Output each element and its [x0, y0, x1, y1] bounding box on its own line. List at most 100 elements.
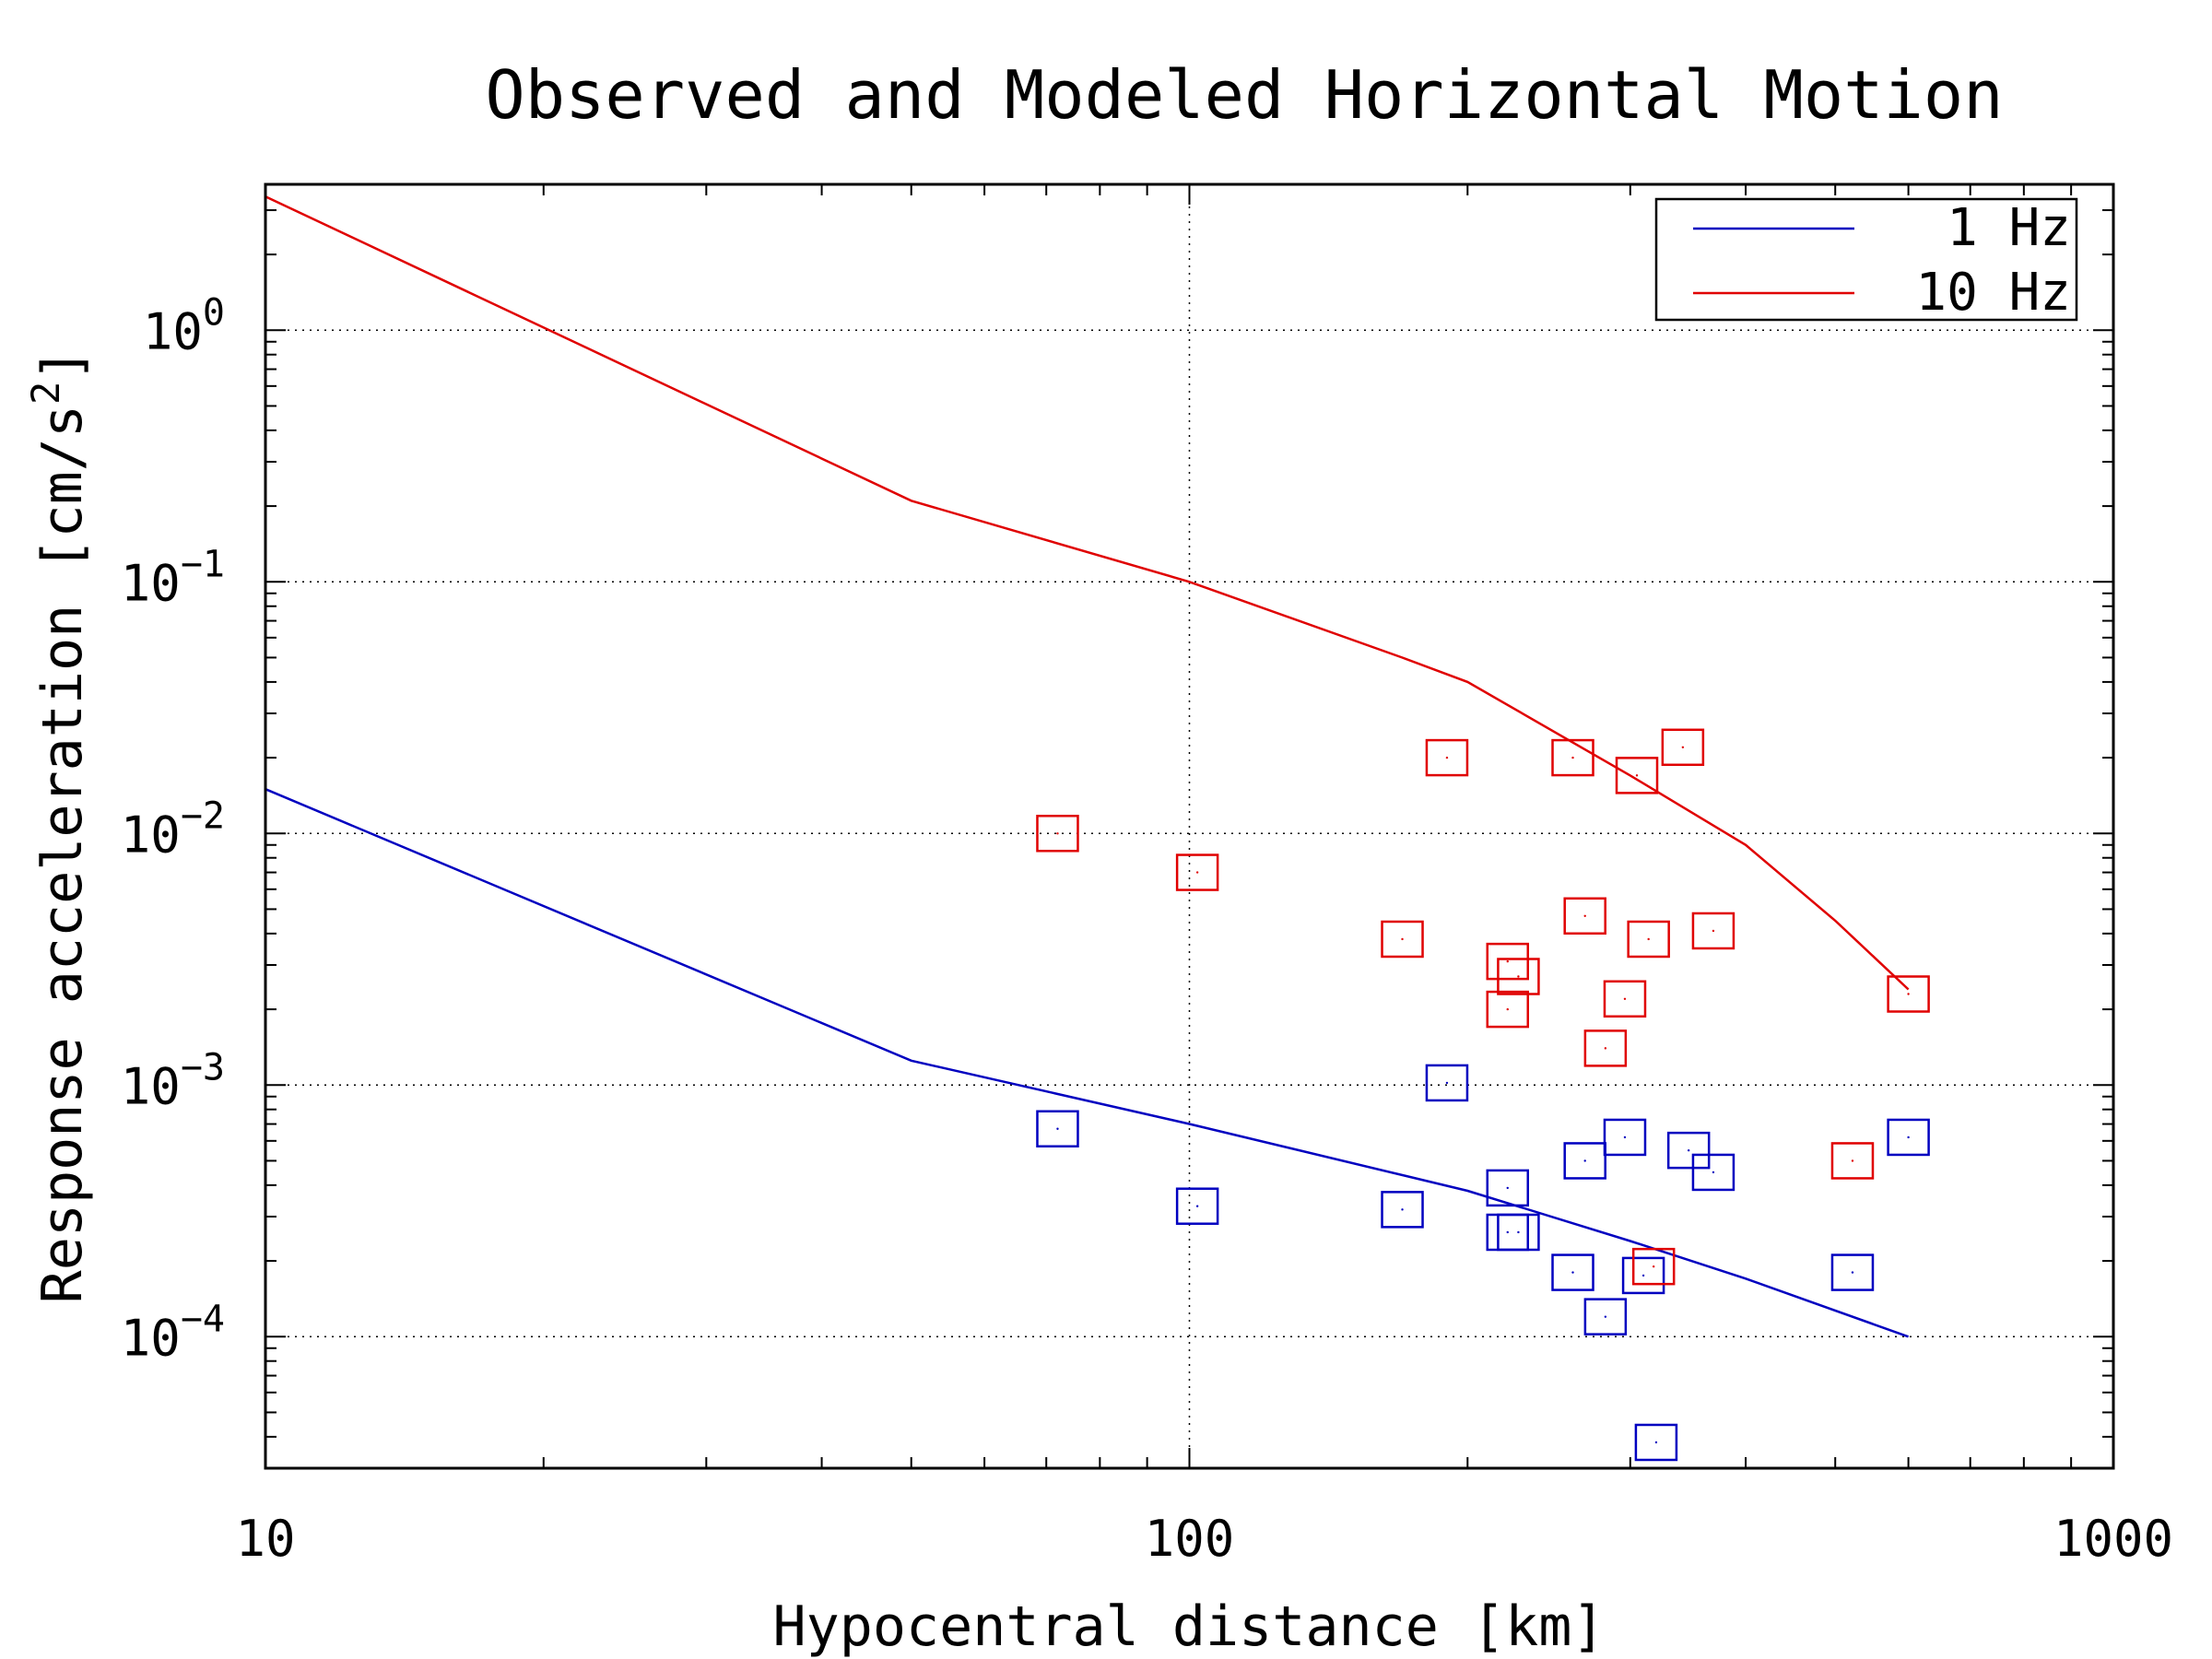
data-point-0 — [1634, 1423, 1678, 1462]
data-point-center-0 — [1506, 1186, 1509, 1190]
x-tick-label: 100 — [1145, 1510, 1235, 1568]
y-tick-label-exponent: −2 — [181, 794, 225, 837]
y-tick-label-exponent: −3 — [181, 1046, 225, 1088]
data-point-1 — [1551, 738, 1594, 777]
y-tick-label-base: 10 — [121, 806, 181, 864]
data-point-1 — [1563, 897, 1606, 935]
data-point-1 — [1661, 728, 1705, 767]
y-tick-label-base: 10 — [121, 554, 181, 612]
y-axis-label-superscript: 2 — [23, 382, 68, 405]
data-point-center-0 — [1445, 1081, 1449, 1085]
data-point-1 — [1691, 912, 1735, 950]
x-tick-labels: 10 100 1000 — [235, 1510, 2173, 1568]
data-point-0 — [1497, 1213, 1540, 1252]
y-axis-label-main: Response acceleration [cm/s — [30, 405, 95, 1303]
data-point-1 — [1627, 920, 1670, 959]
data-point-0 — [1036, 1110, 1079, 1147]
x-tick-label: 1000 — [2053, 1510, 2173, 1568]
data-point-0 — [1583, 1298, 1628, 1335]
data-point-1 — [1830, 1142, 1875, 1180]
data-point-center-0 — [1195, 1205, 1199, 1207]
data-point-center-1 — [1571, 756, 1574, 759]
plot-area — [265, 195, 1930, 1462]
data-point-1 — [1381, 920, 1424, 959]
data-point-center-1 — [1652, 1265, 1655, 1268]
data-point-0 — [1603, 1118, 1647, 1157]
data-point-center-0 — [1401, 1208, 1404, 1211]
y-tick-label: 10−3 — [121, 1046, 225, 1115]
y-tick-label-exponent: −1 — [181, 543, 225, 585]
data-point-center-1 — [1681, 746, 1685, 748]
data-point-0 — [1887, 1118, 1930, 1157]
data-point-1 — [1486, 942, 1530, 981]
data-point-center-1 — [1445, 756, 1449, 759]
data-point-center-1 — [1506, 1007, 1509, 1011]
data-point-center-0 — [1604, 1315, 1607, 1318]
data-point-center-1 — [1851, 1159, 1854, 1162]
legend-box — [1654, 197, 2078, 322]
legend-label: 10 Hz — [1915, 263, 2071, 323]
data-point-center-0 — [1687, 1148, 1690, 1152]
tick-marks — [265, 184, 2113, 1469]
y-tick-label-base: 10 — [121, 1309, 181, 1367]
y-tick-label-exponent: −4 — [181, 1298, 225, 1340]
data-point-center-1 — [1712, 929, 1715, 933]
data-point-center-1 — [1401, 937, 1404, 941]
data-point-0 — [1486, 1169, 1530, 1207]
data-point-0 — [1830, 1253, 1875, 1291]
data-point-1 — [1583, 1030, 1628, 1067]
data-point-center-0 — [1517, 1230, 1520, 1234]
plot-frame — [264, 182, 2115, 1470]
data-point-center-1 — [1604, 1047, 1607, 1050]
chart-title: Observed and Modeled Horizontal Motion — [485, 56, 2003, 134]
y-tick-label-base: 10 — [121, 1057, 181, 1115]
data-point-center-1 — [1056, 832, 1059, 835]
y-tick-label: 10−4 — [121, 1298, 225, 1367]
data-point-1 — [1497, 958, 1540, 995]
data-point-center-0 — [1851, 1271, 1854, 1274]
data-point-1 — [1036, 815, 1079, 853]
y-tick-label: 10−2 — [121, 794, 225, 864]
y-tick-label: 100 — [143, 291, 225, 360]
data-point-1 — [1486, 990, 1530, 1029]
y-tick-label: 10−1 — [121, 543, 225, 612]
data-point-1 — [1887, 975, 1930, 1013]
data-point-center-1 — [1647, 937, 1650, 941]
y-tick-label-exponent: 0 — [203, 291, 225, 334]
data-point-center-1 — [1623, 997, 1627, 1000]
data-point-center-1 — [1195, 871, 1199, 874]
data-point-0 — [1175, 1187, 1219, 1225]
y-tick-label-base: 10 — [143, 302, 203, 360]
data-point-1 — [1425, 738, 1469, 777]
data-point-center-0 — [1907, 1135, 1910, 1139]
data-point-1 — [1175, 853, 1219, 891]
data-point-0 — [1381, 1191, 1424, 1229]
grid — [265, 184, 2113, 1468]
series-line-1 — [265, 195, 1910, 991]
series-line-0 — [265, 788, 1910, 1338]
data-point-center-1 — [1907, 993, 1910, 995]
y-axis-label-end: ] — [30, 348, 95, 382]
data-point-1 — [1615, 757, 1659, 794]
data-point-center-1 — [1506, 959, 1509, 963]
data-point-0 — [1551, 1253, 1594, 1291]
data-point-center-0 — [1712, 1171, 1715, 1174]
data-point-0 — [1425, 1064, 1469, 1102]
data-point-center-0 — [1654, 1441, 1658, 1444]
data-point-0 — [1691, 1153, 1735, 1192]
data-point-center-0 — [1506, 1230, 1509, 1234]
data-point-center-0 — [1056, 1127, 1059, 1130]
data-point-center-0 — [1571, 1271, 1574, 1274]
data-point-0 — [1666, 1131, 1711, 1170]
data-point-center-1 — [1635, 774, 1639, 777]
data-point-center-1 — [1583, 914, 1586, 917]
legend-label: 1 Hz — [1947, 198, 2071, 258]
data-point-center-1 — [1517, 975, 1520, 978]
x-axis-label: Hypocentral distance [km] — [772, 1594, 1605, 1659]
data-point-1 — [1603, 980, 1647, 1018]
data-point-0 — [1621, 1256, 1665, 1295]
data-point-1 — [1631, 1247, 1676, 1286]
